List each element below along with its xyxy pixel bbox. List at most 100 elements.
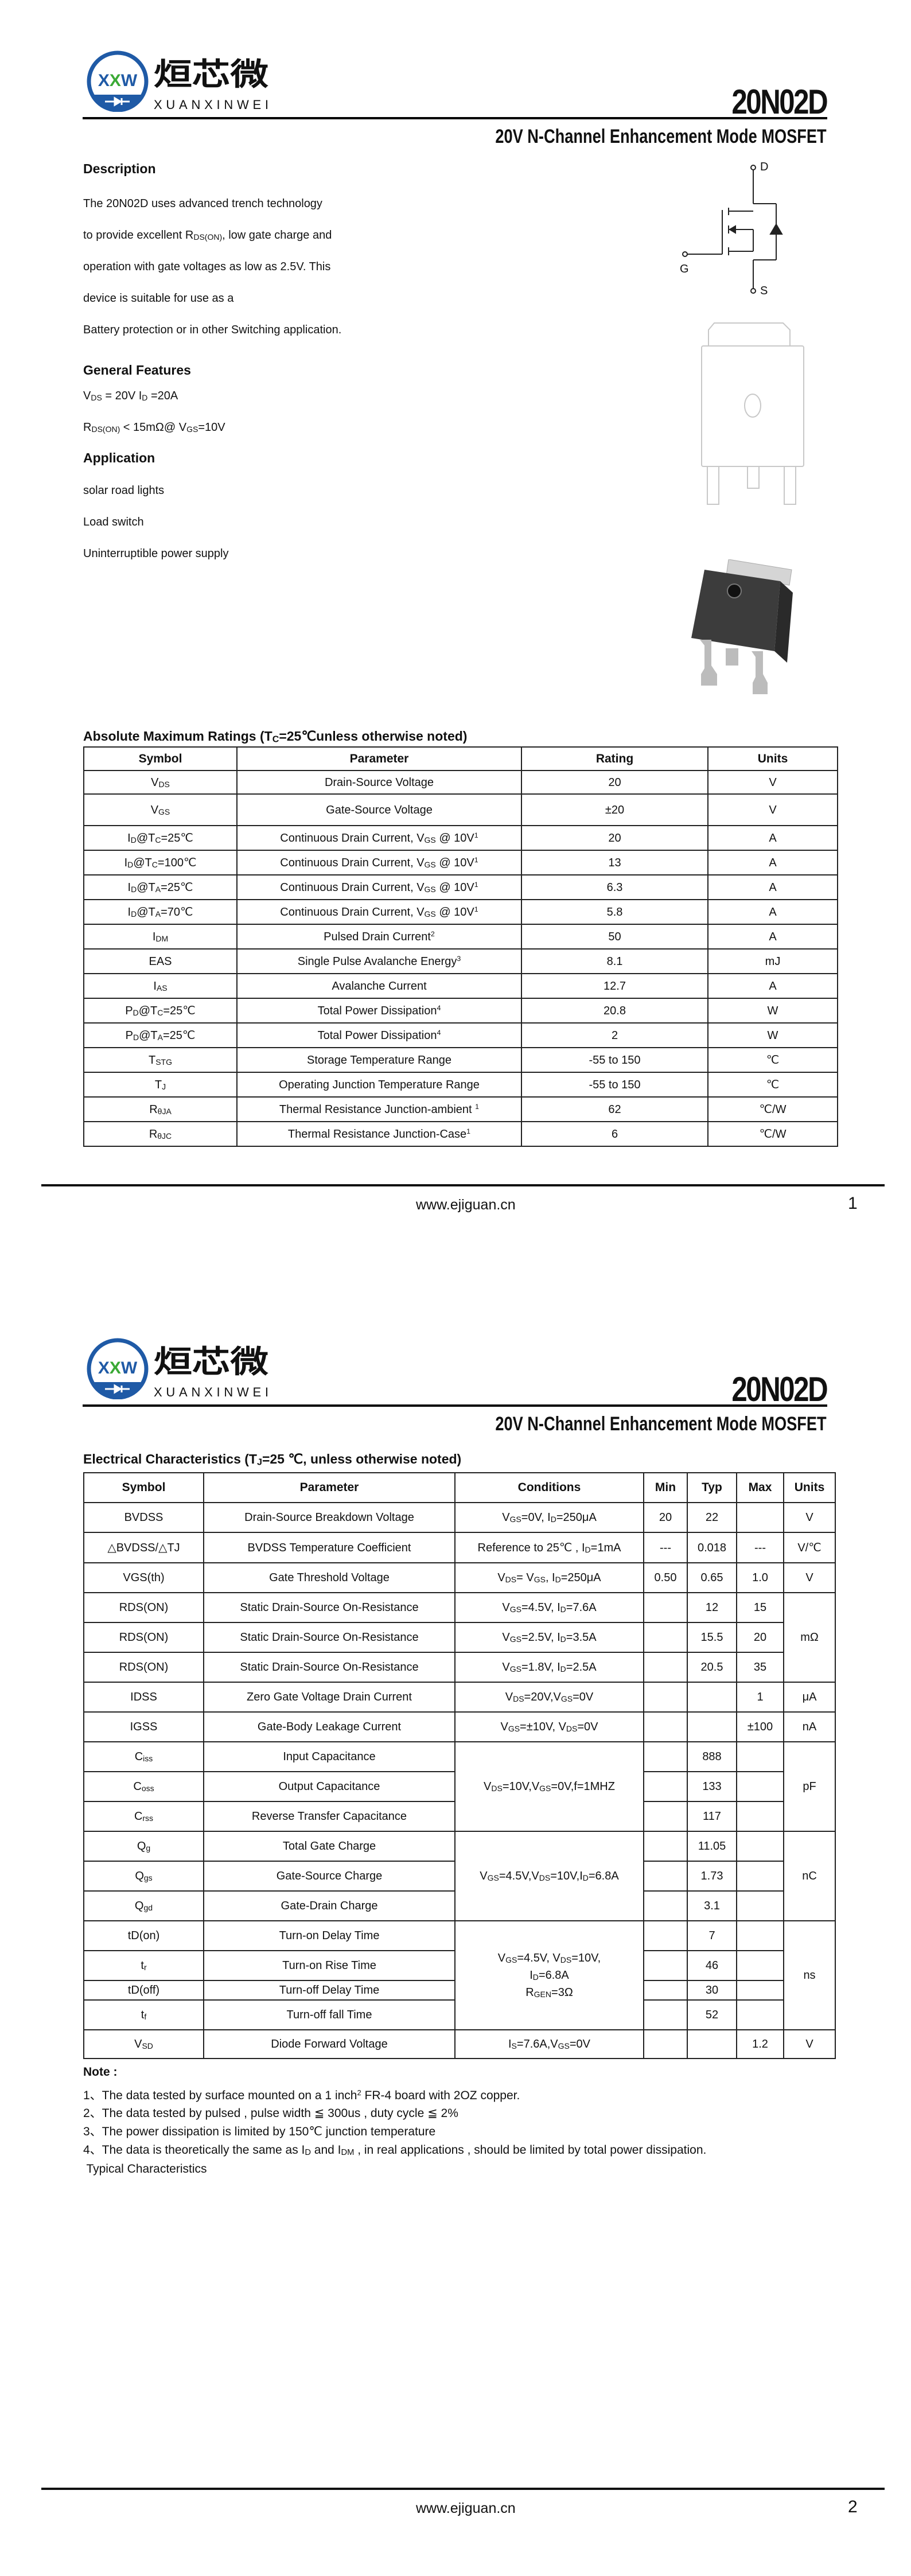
cell-symbol: IGSS — [83, 1711, 204, 1742]
cell-min: 0.50 — [643, 1562, 688, 1593]
cell-symbol: VGS — [83, 793, 238, 826]
application-item: Uninterruptible power supply — [83, 547, 229, 560]
cell-min — [643, 1890, 688, 1921]
cell-units: ℃ — [707, 1047, 838, 1073]
header-parameter: Parameter — [236, 746, 522, 771]
cell-parameter: Gate Threshold Voltage — [203, 1562, 456, 1593]
cell-max — [736, 1890, 784, 1921]
cell-max — [736, 1999, 784, 2030]
cell-symbol: BVDSS — [83, 1502, 204, 1533]
cell-symbol: VSD — [83, 2029, 204, 2059]
part-number: 20N02D — [731, 83, 828, 121]
cell-conditions: VDS=20V,VGS=0V — [454, 1682, 644, 1713]
cell-symbol: tf — [83, 1999, 204, 2030]
cell-rating: 13 — [521, 850, 708, 875]
cell-symbol: Qg — [83, 1831, 204, 1862]
header-symbol: Symbol — [83, 1472, 204, 1503]
table-header-row: Symbol Parameter Rating Units — [83, 746, 838, 771]
part-number: 20N02D — [731, 1370, 828, 1408]
cell-units: ns — [783, 1920, 836, 2030]
application-item: solar road lights — [83, 484, 165, 497]
table-row: ID@TC=100℃ Continuous Drain Current, VGS … — [83, 850, 838, 875]
table-row: Qgs Gate-Source Charge 1.73 — [83, 1861, 835, 1892]
cell-symbol: VDS — [83, 770, 238, 795]
cell-typ: 7 — [687, 1920, 737, 1951]
cell-symbol: Qgd — [83, 1890, 204, 1921]
description-line: to provide excellent RDS(ON), low gate c… — [83, 229, 332, 242]
cell-typ: 117 — [687, 1801, 737, 1832]
cell-conditions: VGS=0V, ID=250μA — [454, 1502, 644, 1533]
features-heading: General Features — [83, 363, 191, 378]
footer-website: www.ejiguan.cn — [416, 1197, 516, 1213]
cell-rating: 50 — [521, 924, 708, 950]
cell-max: --- — [736, 1532, 784, 1563]
cell-max — [736, 1801, 784, 1832]
cell-symbol: Ciss — [83, 1741, 204, 1772]
cell-units: ℃/W — [707, 1121, 838, 1147]
note-item: 4、The data is theoretically the same as … — [83, 2143, 707, 2158]
cell-symbol: VGS(th) — [83, 1562, 204, 1593]
cell-rating: 62 — [521, 1096, 708, 1122]
cell-min — [643, 1801, 688, 1832]
cell-parameter: Thermal Resistance Junction-ambient 1 — [236, 1096, 522, 1122]
cell-parameter: Drain-Source Voltage — [236, 770, 522, 795]
cell-symbol: IDM — [83, 924, 238, 950]
table-row: TSTG Storage Temperature Range -55 to 150 ℃ — [83, 1047, 838, 1073]
cell-parameter: Operating Junction Temperature Range — [236, 1072, 522, 1098]
cell-min — [643, 1980, 688, 2001]
cell-parameter: Continuous Drain Current, VGS @ 10V1 — [236, 899, 522, 925]
description-line: device is suitable for use as a — [83, 292, 234, 305]
cell-parameter: Zero Gate Voltage Drain Current — [203, 1682, 456, 1713]
cell-symbol: RDS(ON) — [83, 1652, 204, 1683]
company-logo: XXW 烜芯微 XUANXINWEI — [85, 1333, 274, 1400]
cell-symbol: tD(on) — [83, 1920, 204, 1951]
header-units: Units — [707, 746, 838, 771]
header-symbol: Symbol — [83, 746, 238, 771]
cell-units: ℃ — [707, 1072, 838, 1098]
table-row: Qgd Gate-Drain Charge 3.1 — [83, 1890, 835, 1921]
cell-parameter: Gate-Body Leakage Current — [203, 1711, 456, 1742]
cell-typ: 22 — [687, 1502, 737, 1533]
cell-symbol: △BVDSS/△TJ — [83, 1532, 204, 1563]
abs-max-title: Absolute Maximum Ratings (TC=25℃unless o… — [83, 729, 468, 745]
cell-units: A — [707, 825, 838, 851]
document-subtitle: 20V N-Channel Enhancement Mode MOSFET — [495, 1413, 827, 1435]
cell-rating: ±20 — [521, 793, 708, 826]
cell-rating: -55 to 150 — [521, 1072, 708, 1098]
cell-conditions: VGS=4.5V, ID=7.6A — [454, 1592, 644, 1623]
cell-rating: -55 to 150 — [521, 1047, 708, 1073]
cell-parameter: Static Drain-Source On-Resistance — [203, 1622, 456, 1653]
cell-units: nC — [783, 1831, 836, 1921]
absolute-maximum-ratings-table: Symbol Parameter Rating Units VDS Drain-Sourc… — [83, 746, 838, 1147]
header-rating: Rating — [521, 746, 708, 771]
cell-min — [643, 2029, 688, 2059]
cell-max — [736, 1831, 784, 1862]
electrical-characteristics-title: Electrical Characteristics (TJ=25 ℃, unl… — [83, 1452, 462, 1468]
table-row: tD(off) Turn-off Delay Time 30 — [83, 1980, 835, 2001]
header-max: Max — [736, 1472, 784, 1503]
table-row: IGSS Gate-Body Leakage Current VGS=±10V, V… — [83, 1711, 836, 1742]
page-number: 1 — [848, 1194, 858, 1213]
cell-parameter: Total Gate Charge — [203, 1831, 456, 1862]
cell-parameter: Avalanche Current — [236, 973, 522, 999]
cell-min — [643, 1771, 688, 1802]
table-row: VDS Drain-Source Voltage 20 V — [83, 770, 838, 795]
cell-parameter: BVDSS Temperature Coefficient — [203, 1532, 456, 1563]
cell-symbol: EAS — [83, 948, 238, 974]
cell-parameter: Total Power Dissipation4 — [236, 1022, 522, 1048]
cell-typ: 11.05 — [687, 1831, 737, 1862]
cell-max: 35 — [736, 1652, 784, 1683]
cell-units: V — [707, 793, 838, 826]
page-number: 2 — [848, 2497, 858, 2516]
cell-symbol: Coss — [83, 1771, 204, 1802]
cell-parameter: Continuous Drain Current, VGS @ 10V1 — [236, 850, 522, 875]
cell-rating: 20 — [521, 770, 708, 795]
cell-parameter: Pulsed Drain Current2 — [236, 924, 522, 950]
cell-symbol: ID@TA=70℃ — [83, 899, 238, 925]
cell-max: 1 — [736, 1682, 784, 1713]
cell-units: V — [783, 1562, 836, 1593]
cell-symbol: RθJA — [83, 1096, 238, 1122]
table-row: Crss Reverse Transfer Capacitance 117 — [83, 1801, 835, 1832]
cell-parameter: Input Capacitance — [203, 1741, 456, 1772]
table-row: RDS(ON) Static Drain-Source On-Resistance… — [83, 1592, 836, 1683]
